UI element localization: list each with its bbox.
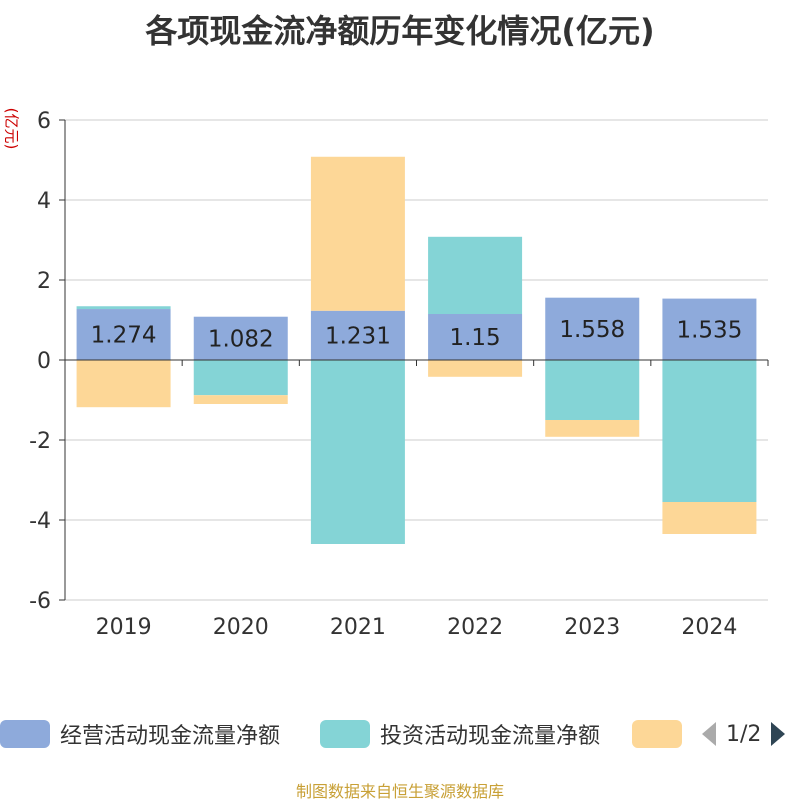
x-tick-label: 2019 <box>96 615 152 640</box>
bar-2024-series2 <box>662 360 757 502</box>
x-tick-label: 2024 <box>681 615 737 640</box>
legend-item-investing[interactable]: 投资活动现金流量净额 <box>320 716 600 752</box>
y-tick-label: 6 <box>37 109 51 134</box>
chart-title: 各项现金流净额历年变化情况(亿元) <box>145 12 655 50</box>
bars <box>76 156 757 544</box>
x-tick-label: 2020 <box>213 615 269 640</box>
source-note: 制图数据来自恒生聚源数据库 <box>295 782 504 801</box>
legend-item-operating[interactable]: 经营活动现金流量净额 <box>0 716 280 752</box>
data-label-2024: 1.535 <box>676 317 742 343</box>
y-tick-label: 0 <box>37 349 51 374</box>
data-label-2019: 1.274 <box>91 323 157 349</box>
bar-2023-series2 <box>545 360 640 420</box>
bar-2023-series1 <box>545 297 640 360</box>
bar-2022-series2 <box>428 236 523 314</box>
chart-area: 6 4 2 0 -2 -4 -6 2019 2020 2021 2022 2023 2024 1.274… <box>29 109 769 640</box>
bar-2021-series3 <box>310 156 405 311</box>
x-tick-label: 2023 <box>564 615 620 640</box>
bar-2021-series1 <box>310 310 405 360</box>
bar-2024-series3 <box>662 502 757 534</box>
axes: 6 4 2 0 -2 -4 -6 2019 2020 2021 2022 2023 2024 <box>29 109 769 640</box>
bar-2019-series3 <box>76 360 171 408</box>
pager-text: 1/2 <box>726 721 762 747</box>
bar-2020-series3 <box>193 395 288 404</box>
bar-2020-series2 <box>193 360 288 396</box>
data-labels: 1.274 1.082 1.231 1.15 1.558 1.535 <box>91 317 743 353</box>
y-tick-label: 4 <box>37 189 51 214</box>
legend-label-investing: 投资活动现金流量净额 <box>380 724 601 749</box>
bar-2019-series2 <box>76 306 171 310</box>
legend-pager: 1/2 <box>700 716 787 752</box>
y-tick-label: -4 <box>29 509 51 534</box>
bar-2022-series1 <box>428 314 523 360</box>
data-label-2022: 1.15 <box>449 325 500 351</box>
y-tick-label: -6 <box>29 589 51 614</box>
y-tick-label: -2 <box>29 429 51 454</box>
bar-2022-series3 <box>428 360 523 377</box>
data-label-2023: 1.558 <box>559 317 625 343</box>
x-tick-label: 2021 <box>330 615 386 640</box>
data-label-2021: 1.231 <box>325 323 391 349</box>
bar-2024-series1 <box>662 298 757 360</box>
data-label-2020: 1.082 <box>208 326 274 352</box>
bar-2019-series1 <box>76 309 171 360</box>
legend-label-operating: 经营活动现金流量净额 <box>60 724 281 749</box>
x-tick-label: 2022 <box>447 615 503 640</box>
legend-swatch-operating <box>0 720 50 748</box>
bar-2020-series1 <box>193 316 288 360</box>
bar-2021-series2 <box>310 360 405 544</box>
bar-2023-series3 <box>545 420 640 437</box>
pager-prev-icon[interactable] <box>700 720 718 748</box>
y-tick-label: 2 <box>37 269 51 294</box>
legend-item-financing[interactable] <box>632 716 682 752</box>
legend-swatch-investing <box>320 720 370 748</box>
legend-swatch-financing <box>632 720 682 748</box>
pager-next-icon[interactable] <box>769 720 787 748</box>
legend: 经营活动现金流量净额 投资活动现金流量净额 1/2 <box>0 716 800 752</box>
